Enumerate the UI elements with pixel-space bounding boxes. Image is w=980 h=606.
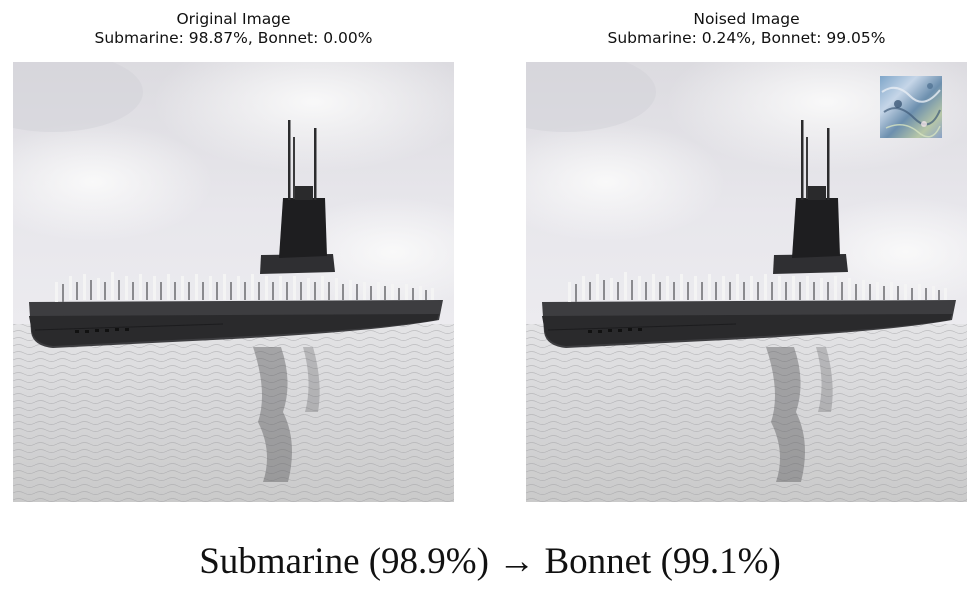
original-submarine-photo xyxy=(13,62,454,502)
noised-panel: Noised Image Submarine: 0.24%, Bonnet: 9… xyxy=(526,10,967,502)
original-panel: Original Image Submarine: 98.87%, Bonnet… xyxy=(13,10,454,502)
noised-submarine-photo xyxy=(526,62,967,502)
prediction-scores: Submarine: 0.24%, Bonnet: 99.05% xyxy=(607,29,886,47)
panel-title: Noised Image xyxy=(693,10,800,28)
panel-title: Original Image xyxy=(176,10,291,28)
adversarial-noise-patch xyxy=(880,76,942,138)
figure-caption: Submarine (98.9%) → Bonnet (99.1%) xyxy=(199,541,781,582)
prediction-scores: Submarine: 98.87%, Bonnet: 0.00% xyxy=(94,29,373,47)
